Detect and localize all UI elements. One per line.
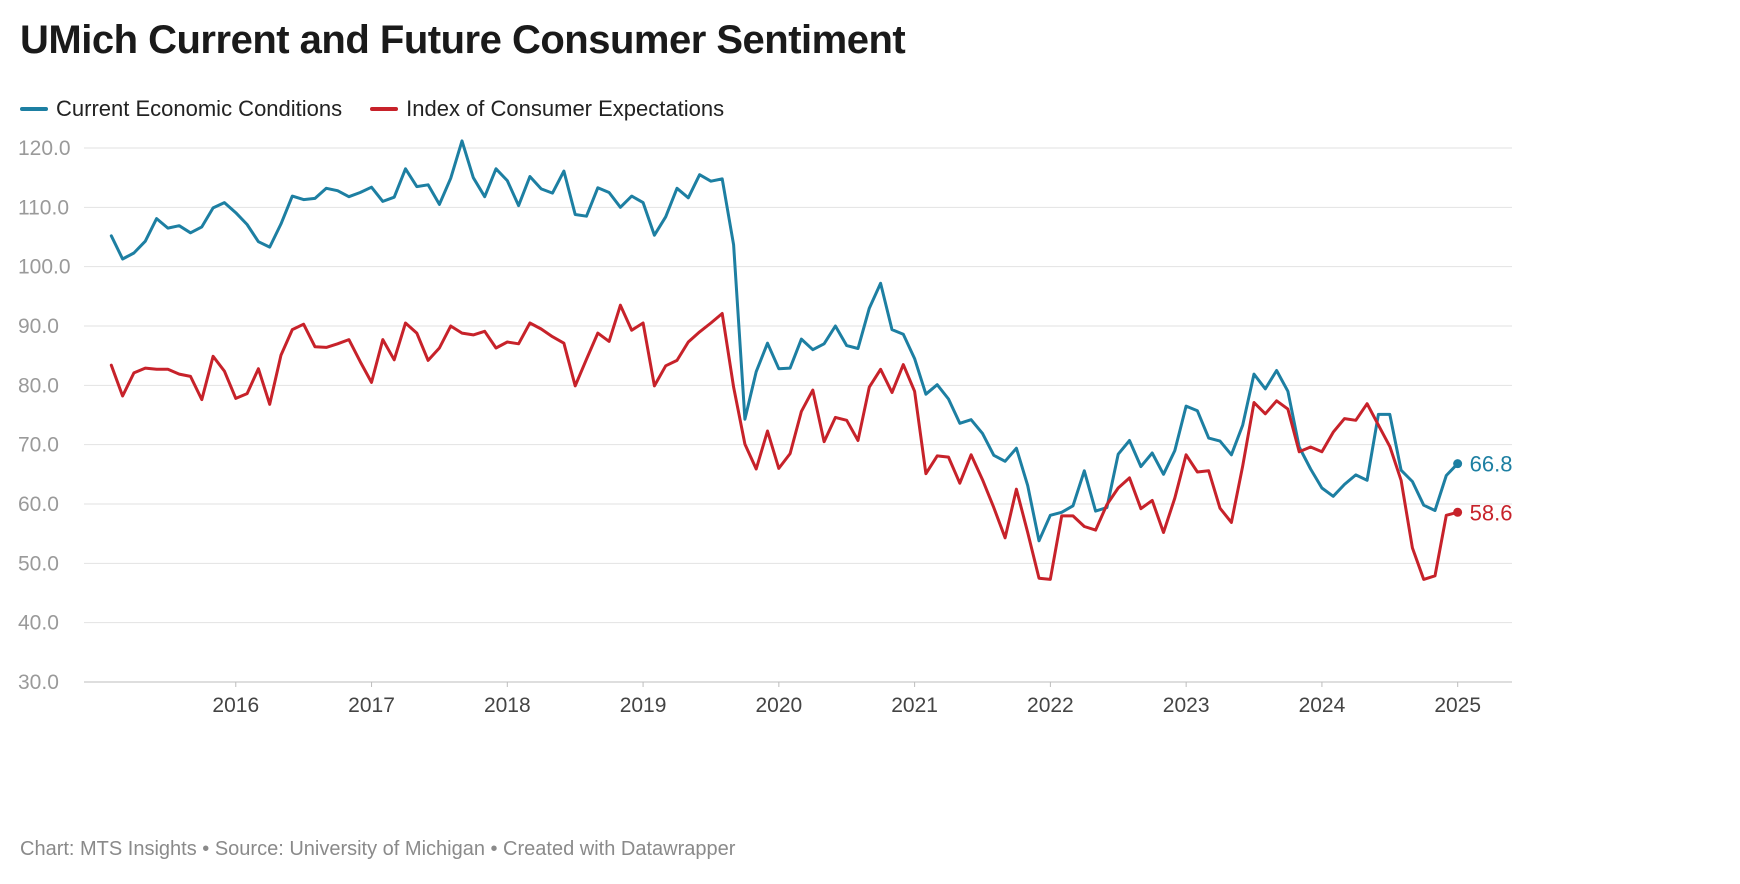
- x-tick-label: 2018: [484, 694, 531, 717]
- end-point-expectations: [1453, 507, 1463, 517]
- series-lines: [109, 139, 1460, 581]
- legend-swatch-current: [20, 107, 48, 111]
- y-tick-label: 100.0: [18, 256, 71, 279]
- y-tick-label: 90.0: [18, 315, 59, 338]
- y-tick-label: 120.0: [18, 137, 71, 160]
- legend-label-expectations: Index of Consumer Expectations: [406, 96, 725, 121]
- x-tick-label: 2016: [212, 694, 259, 717]
- end-labels: 66.8 58.6: [1453, 452, 1513, 525]
- x-tick-label: 2017: [348, 694, 395, 717]
- legend-swatch-expectations: [370, 107, 399, 111]
- gridlines: [84, 147, 1512, 683]
- legend-label-current: Current Economic Conditions: [56, 96, 343, 121]
- y-tick-label: 40.0: [18, 612, 59, 635]
- footer-credit: Chart: MTS Insights • Source: University…: [20, 838, 736, 860]
- legend-item-expectations: Index of Consumer Expectations: [370, 96, 724, 122]
- x-tick-label: 2023: [1163, 694, 1210, 717]
- y-tick-label: 110.0: [18, 196, 69, 219]
- end-label-current: 66.8: [1470, 452, 1513, 477]
- y-axis: 120.0 110.0 100.0 90.0 80.0 70.0 60.0 50.0 40.0 3…: [18, 137, 71, 694]
- x-tick-label: 2022: [1027, 694, 1074, 717]
- x-tick-label: 2025: [1434, 694, 1481, 717]
- x-tick-label: 2024: [1299, 694, 1346, 717]
- x-tick-label: 2021: [891, 694, 938, 717]
- series-line-expectations: [109, 303, 1460, 581]
- end-point-current: [1453, 459, 1463, 469]
- legend: Current Economic Conditions Index of Con…: [20, 96, 752, 122]
- y-tick-label: 30.0: [18, 671, 59, 694]
- y-tick-label: 60.0: [18, 493, 59, 516]
- x-tick-label: 2019: [620, 694, 667, 717]
- y-tick-label: 70.0: [18, 434, 59, 457]
- series-line-current: [109, 139, 1460, 543]
- x-tick-label: 2020: [755, 694, 802, 717]
- chart-title: UMich Current and Future Consumer Sentim…: [20, 18, 906, 62]
- y-tick-label: 50.0: [18, 552, 59, 575]
- legend-item-current: Current Economic Conditions: [20, 96, 342, 122]
- x-axis: 2016 2017 2018 2019 2020 2021 2022 2023 2024 2025: [212, 682, 1481, 717]
- y-tick-label: 80.0: [18, 374, 59, 397]
- end-label-expectations: 58.6: [1470, 500, 1513, 525]
